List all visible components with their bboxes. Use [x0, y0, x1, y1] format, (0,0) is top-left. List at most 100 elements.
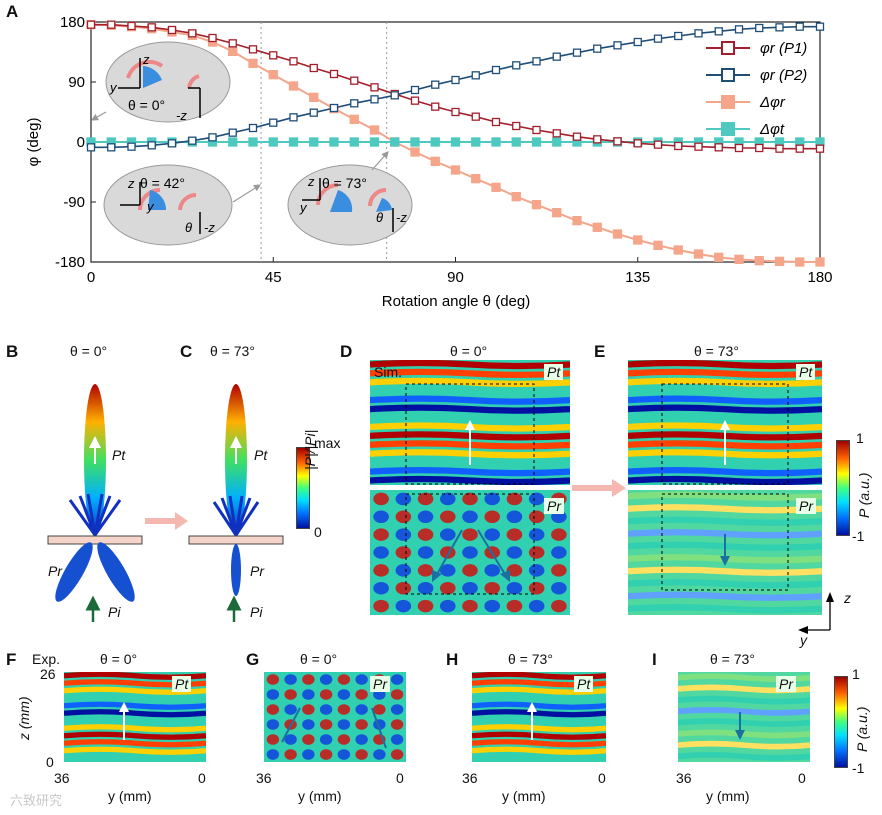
triad-y: y — [800, 632, 807, 648]
data-point — [269, 51, 278, 60]
data-point — [228, 137, 238, 147]
data-point — [531, 137, 542, 147]
data-point — [451, 75, 460, 85]
series-0 — [86, 20, 825, 153]
data-point — [674, 141, 683, 151]
lobe-c — [188, 384, 284, 622]
inset-theta-73: z y θ -z θ = 73° — [287, 164, 413, 246]
panel-letter-d: D — [340, 342, 353, 361]
data-point — [431, 80, 440, 89]
data-point — [674, 31, 683, 41]
data-point — [572, 132, 582, 141]
data-point — [431, 102, 440, 111]
panel-f-title: θ = 0° — [100, 651, 138, 667]
data-point — [430, 137, 440, 147]
panel-b-pt: Pt — [112, 447, 126, 463]
panel-i-xright: 0 — [798, 770, 806, 786]
x-tick-label: 90 — [447, 269, 464, 286]
legend: φr (P1) φr (P2) Δφr Δφt — [706, 40, 807, 138]
data-point — [248, 123, 258, 133]
svg-text:y: y — [109, 80, 118, 95]
data-point — [268, 70, 278, 80]
data-point — [309, 92, 319, 102]
panel-b-pr: Pr — [48, 563, 62, 579]
series-layer — [86, 20, 825, 267]
data-point — [370, 83, 379, 92]
panel-h-xright: 0 — [598, 770, 606, 786]
data-point — [309, 108, 318, 117]
field-d-bottom — [370, 490, 570, 615]
data-point — [86, 143, 96, 152]
legend-label: φr (P1) — [760, 40, 807, 57]
lobe-colorbar — [296, 447, 310, 529]
data-point — [269, 118, 278, 127]
data-point — [511, 137, 521, 147]
inset-theta-42: z y θ -z θ = 42° — [103, 164, 233, 246]
panel-letter-e: E — [594, 342, 606, 361]
data-point — [491, 137, 501, 147]
data-point — [633, 37, 642, 47]
data-point — [795, 257, 805, 267]
panel-letter-h: H — [446, 650, 459, 669]
data-point — [268, 137, 278, 147]
data-point — [289, 113, 298, 122]
data-point — [370, 95, 379, 104]
field-colorbar-label: P (a.u.) — [856, 472, 872, 518]
panel-i-xlabel: y (mm) — [706, 788, 750, 804]
sector-wedge — [148, 190, 167, 210]
data-point — [734, 254, 744, 264]
data-point — [491, 65, 501, 75]
data-point — [532, 57, 541, 66]
data-point — [228, 46, 238, 56]
data-point — [653, 140, 663, 149]
data-point — [451, 107, 460, 117]
panel-letter-b: B — [6, 342, 19, 361]
data-point — [188, 29, 197, 38]
inset-theta-0: z y -z θ = 0° — [105, 41, 231, 123]
x-axis-label: Rotation angle θ (deg) — [382, 293, 530, 310]
field-colorbar-min: -1 — [852, 528, 865, 544]
data-point — [512, 121, 521, 131]
panel-b-pi: Pi — [108, 604, 121, 620]
svg-text:-z: -z — [396, 210, 407, 225]
panel-d-tag: Sim. — [374, 364, 402, 380]
data-point — [592, 222, 602, 232]
panel-f-xleft: 36 — [54, 770, 70, 786]
panel-i-xleft: 36 — [676, 770, 692, 786]
data-point — [613, 137, 622, 146]
data-point — [572, 216, 582, 226]
data-point — [309, 63, 318, 73]
data-point — [309, 137, 319, 147]
legend-marker — [721, 95, 735, 109]
panel-f-ybottom: 0 — [46, 754, 54, 770]
series-1 — [86, 22, 825, 152]
data-point — [714, 27, 723, 36]
svg-text:-z: -z — [204, 220, 215, 235]
field-e-top — [628, 360, 822, 485]
sector-wedge — [330, 190, 353, 212]
data-point — [350, 99, 359, 108]
legend-marker — [721, 122, 735, 136]
x-tick-label: 135 — [625, 269, 650, 286]
data-point — [107, 20, 116, 29]
panel-f-tag: Exp. — [32, 651, 61, 667]
panel-g-xlabel: y (mm) — [298, 788, 342, 804]
panel-f-ytop: 26 — [40, 666, 56, 682]
data-point — [167, 25, 177, 35]
axis-ticks: 0 45 90 135 180 180 90 0 -90 -180 — [55, 14, 833, 286]
data-point — [653, 240, 663, 250]
data-point — [815, 22, 825, 31]
data-point — [512, 61, 521, 70]
data-point — [208, 33, 217, 43]
data-point — [775, 23, 784, 32]
svg-text:y: y — [299, 200, 308, 215]
panel-g-xright: 0 — [396, 770, 404, 786]
triad-z: z — [844, 590, 851, 606]
panel-c-title: θ = 73° — [210, 343, 255, 359]
field-d-top — [370, 360, 570, 485]
data-point — [369, 137, 380, 147]
data-point — [208, 133, 217, 142]
lobe-b — [47, 384, 143, 622]
y-tick-label: 180 — [60, 14, 85, 31]
y-tick-label: -90 — [63, 194, 85, 211]
